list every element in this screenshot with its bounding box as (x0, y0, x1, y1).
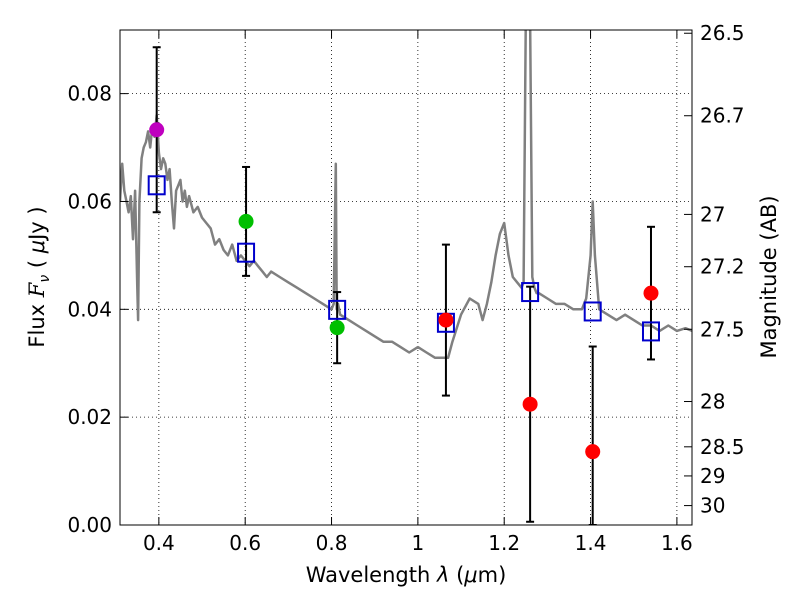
observed-flux-point (522, 396, 538, 412)
y2-tick-label: 27.5 (700, 317, 745, 341)
secondary-y-axis-label: Magnitude (AB) (757, 195, 781, 358)
observed-flux-point (643, 285, 659, 301)
model-photometry-square (583, 301, 602, 322)
model-photometry-square (328, 299, 347, 320)
plot-frame (119, 29, 693, 526)
x-tick-label: 0.4 (143, 531, 175, 555)
y-tick-label: 0.00 (67, 513, 112, 537)
model-photometry-square (641, 321, 660, 342)
model-photometry-square (237, 242, 256, 263)
x-axis-label: Wavelength λ (μm) (306, 563, 507, 587)
y-tick-label: 0.04 (67, 297, 112, 321)
observed-flux-point (238, 213, 254, 229)
y-axis-label: Flux Fν ( μJy ) (25, 206, 53, 347)
x-tick-label: 0.6 (229, 531, 261, 555)
y-tick-label: 0.08 (67, 82, 112, 106)
y2-tick-label: 28.5 (700, 435, 745, 459)
grid (120, 30, 692, 526)
model-photometry-square (147, 175, 166, 196)
y-tick-label: 0.06 (67, 189, 112, 213)
plot-area (120, 30, 692, 525)
observed-flux-point (329, 320, 345, 336)
axis-ticks: 0.4 0.6 0.8 1 1.2 1.4 1.6 0.00 0.02 0.04 0.06 0.08 2… (67, 21, 744, 555)
y2-tick-label: 27.2 (700, 255, 745, 279)
y2-tick-label: 30 (700, 494, 725, 518)
y2-tick-label: 29 (700, 464, 725, 488)
y-tick-label: 0.02 (67, 405, 112, 429)
model-photometry-square (521, 282, 540, 303)
observed-flux-point (149, 122, 165, 138)
y2-tick-label: 28 (700, 390, 725, 414)
x-tick-label: 1.6 (661, 531, 693, 555)
x-tick-label: 1.4 (575, 531, 607, 555)
x-tick-label: 0.8 (316, 531, 348, 555)
observed-flux-point (438, 312, 454, 328)
model-spectrum-line (120, 30, 692, 360)
observed-flux-point (585, 444, 601, 460)
y2-tick-label: 27 (700, 202, 725, 226)
y2-tick-label: 26.5 (700, 21, 745, 45)
x-tick-label: 1 (412, 531, 425, 555)
x-tick-label: 1.2 (488, 531, 520, 555)
y2-tick-label: 26.7 (700, 104, 745, 128)
